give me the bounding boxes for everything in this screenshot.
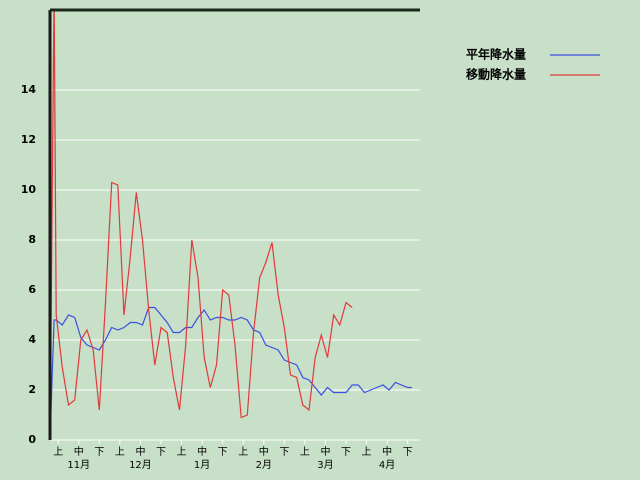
month-label: 11月 <box>67 459 90 471</box>
month-label: 12月 <box>129 459 152 471</box>
x-tick-label: 中 <box>135 445 145 458</box>
x-tick-label: 下 <box>218 447 228 458</box>
series-line <box>50 10 353 441</box>
x-tick-label: 中 <box>259 445 269 458</box>
month-label: 4月 <box>379 459 395 471</box>
month-label: 3月 <box>317 459 333 471</box>
x-tick-label: 上 <box>238 446 248 458</box>
plot <box>50 10 412 441</box>
y-tick-label: 10 <box>21 183 37 196</box>
y-tick-label: 4 <box>28 333 36 346</box>
y-tick-label: 12 <box>21 133 36 146</box>
month-label: 2月 <box>256 459 272 471</box>
x-tick-label: 下 <box>341 447 351 458</box>
y-tick-label: 2 <box>28 383 36 396</box>
x-tick-label: 上 <box>177 446 187 458</box>
y-tick-label: 0 <box>28 433 36 446</box>
y-tick-label: 6 <box>28 283 36 296</box>
x-tick-label: 中 <box>197 445 207 458</box>
legend-label: 平年降水量 <box>466 47 526 62</box>
x-tick-label: 上 <box>300 446 310 458</box>
x-tick-label: 下 <box>94 447 104 458</box>
x-tick-label: 中 <box>382 445 392 458</box>
x-tick-label: 下 <box>403 447 413 458</box>
month-label: 1月 <box>194 459 210 471</box>
x-tick-label: 上 <box>53 446 63 458</box>
y-tick-label: 8 <box>28 233 36 246</box>
x-tick-label: 中 <box>320 445 330 458</box>
x-tick-label: 下 <box>156 447 166 458</box>
y-tick-label: 14 <box>21 83 37 96</box>
x-tick-label: 上 <box>362 446 372 458</box>
x-tick-label: 下 <box>279 447 289 458</box>
legend-label: 移動降水量 <box>466 67 526 82</box>
series-line <box>50 306 412 441</box>
x-tick-label: 上 <box>115 446 125 458</box>
x-tick-label: 中 <box>74 445 84 458</box>
